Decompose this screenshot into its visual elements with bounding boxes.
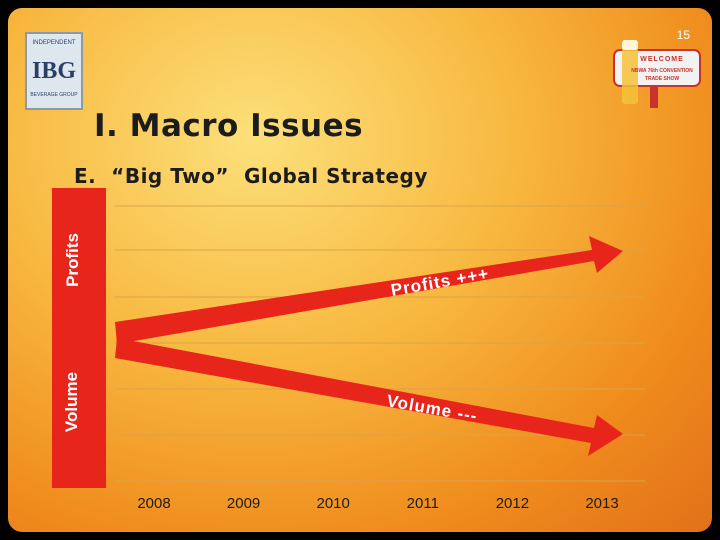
x-axis-ticks: 2008 2009 2010 2011 2012 2013 [137, 495, 618, 512]
x-tick-label: 2009 [227, 495, 260, 512]
slide-title: I. Macro Issues [94, 108, 364, 144]
profits-arrow [115, 236, 623, 344]
x-tick-label: 2012 [496, 495, 529, 512]
profits-arrow-label: Profits +++ [389, 264, 490, 300]
volume-arrow-label: Volume --- [385, 391, 479, 426]
x-tick-label: 2008 [137, 495, 170, 512]
x-tick-label: 2013 [585, 495, 618, 512]
axis-bar [52, 188, 106, 488]
ibg-logo-text: IBG [31, 58, 76, 84]
svg-text:TRADE SHOW: TRADE SHOW [645, 76, 679, 82]
volume-arrow [115, 338, 623, 456]
ibg-logo-top: INDEPENDENT [32, 40, 76, 46]
slide: 15 INDEPENDENT IBG BEVERAGE GROUP WELCOM… [8, 8, 712, 532]
page-number: 15 [676, 28, 690, 42]
gridlines [115, 205, 645, 482]
svg-text:WELCOME: WELCOME [640, 56, 684, 63]
welcome-convention-logo: WELCOME NBWA 76th CONVENTION TRADE SHOW [613, 40, 701, 108]
ibg-logo: INDEPENDENT IBG BEVERAGE GROUP [25, 32, 83, 110]
svg-text:NBWA 76th CONVENTION: NBWA 76th CONVENTION [631, 68, 693, 74]
ibg-logo-bottom: BEVERAGE GROUP [30, 92, 78, 98]
x-tick-label: 2011 [407, 495, 439, 512]
slide-subtitle: E. “Big Two” Global Strategy [74, 164, 428, 188]
x-tick-label: 2010 [317, 495, 350, 512]
